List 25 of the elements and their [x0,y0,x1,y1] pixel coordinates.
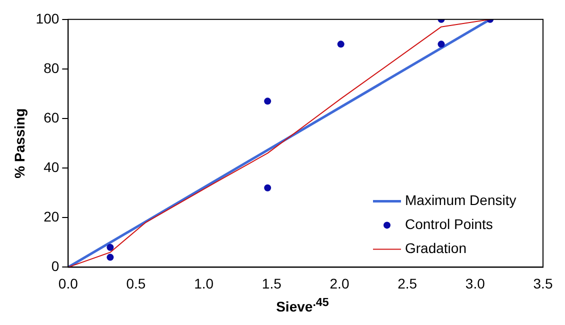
x-tick-label: 1.5 [262,275,282,292]
y-tick-label: 80 [44,60,60,76]
point [106,254,114,261]
x-tick-label: 2.0 [330,275,350,292]
x-tick-label: 3.5 [533,275,553,292]
y-tick-label: 100 [36,10,60,26]
y-tick-label: 60 [44,109,60,126]
point [264,184,272,192]
x-tick-label: 1.0 [194,275,214,292]
x-tick-label: 0.5 [126,275,146,292]
x-tick-label: 3.0 [465,275,486,292]
x-tick-label: 0.0 [58,275,78,292]
x-axis-title: Sieve$^{.45}$ [275,296,330,315]
point [337,40,344,48]
x-tick-label: 2.5 [398,275,418,292]
y-tick-label: 0 [51,258,60,274]
y-axis-title: % Passing [11,108,28,178]
legend-label: Control Points [405,216,493,232]
point [438,40,445,48]
legend-label: Maximum Density [405,192,516,208]
y-tick-label: 20 [44,208,60,224]
point [106,244,114,251]
y-tick-label: 40 [44,158,60,175]
point [264,98,272,105]
legend-label: Gradation [405,240,466,256]
